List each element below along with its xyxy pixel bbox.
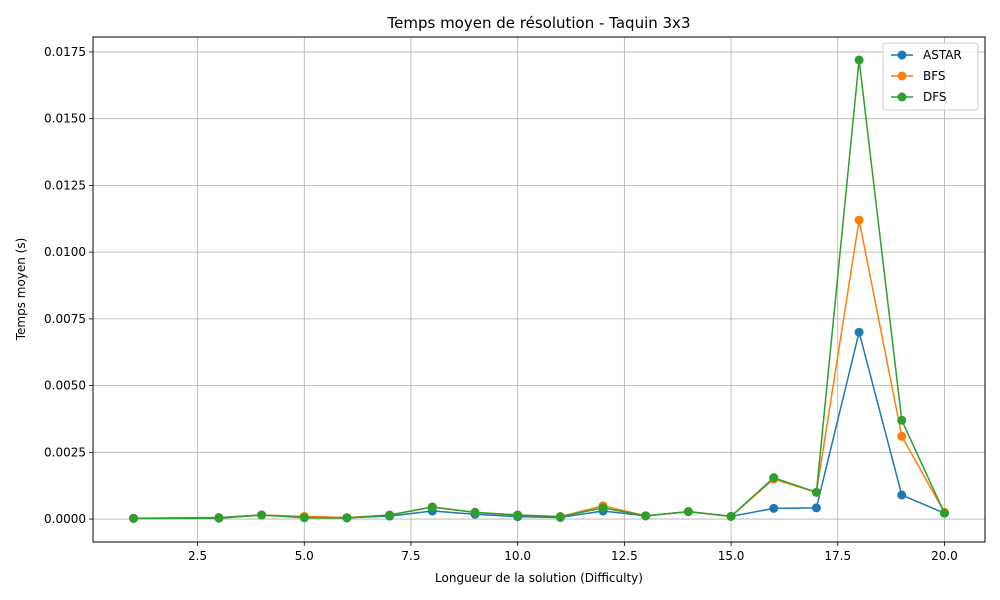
plot-area xyxy=(93,37,985,542)
data-point-bfs xyxy=(854,215,864,225)
data-point-dfs xyxy=(129,514,139,524)
y-tick-label: 0.0150 xyxy=(44,112,86,126)
y-tick-label: 0.0125 xyxy=(44,178,86,192)
data-point-astar xyxy=(811,503,821,513)
legend-marker-dfs xyxy=(897,92,907,102)
data-point-dfs xyxy=(683,507,693,517)
x-tick-label: 10.0 xyxy=(504,549,531,563)
chart-title: Temps moyen de résolution - Taquin 3x3 xyxy=(387,14,691,32)
data-point-dfs xyxy=(854,55,864,65)
data-point-dfs xyxy=(726,511,736,521)
data-point-dfs xyxy=(641,511,651,521)
data-point-dfs xyxy=(470,507,480,517)
x-tick-label: 17.5 xyxy=(824,549,851,563)
legend-marker-bfs xyxy=(897,71,907,81)
legend-marker-astar xyxy=(897,50,907,60)
x-tick-label: 20.0 xyxy=(931,549,958,563)
data-point-dfs xyxy=(214,513,224,523)
legend-box xyxy=(882,42,979,111)
y-tick-label: 0.0100 xyxy=(44,245,86,259)
legend-label-dfs: DFS xyxy=(923,90,947,104)
x-axis-title: Longueur de la solution (Difficulty) xyxy=(435,571,643,585)
data-point-astar xyxy=(854,327,864,337)
data-point-astar xyxy=(769,503,779,513)
x-tick-label: 15.0 xyxy=(718,549,745,563)
series-layer xyxy=(129,55,949,524)
y-axis: 0.0000 0.0025 0.0050 0.0075 0.0100 0.0125 0.01… xyxy=(44,45,93,526)
x-tick-label: 5.0 xyxy=(295,549,314,563)
y-tick-label: 0.0175 xyxy=(44,45,86,59)
data-point-dfs xyxy=(342,513,352,523)
data-point-dfs xyxy=(257,510,267,520)
legend-label-bfs: BFS xyxy=(923,69,946,83)
data-point-dfs xyxy=(811,487,821,497)
data-point-dfs xyxy=(939,508,949,518)
legend-label-astar: ASTAR xyxy=(923,48,962,62)
x-tick-label: 2.5 xyxy=(188,549,207,563)
plot-frame xyxy=(92,36,986,543)
data-point-dfs xyxy=(513,510,523,520)
x-axis: 2.5 5.0 7.5 10.0 12.5 15.0 17.5 20.0 xyxy=(188,542,958,563)
y-axis-title: Temps moyen (s) xyxy=(14,238,28,342)
data-point-dfs xyxy=(299,513,309,523)
data-point-dfs xyxy=(555,512,565,522)
x-tick-label: 12.5 xyxy=(611,549,638,563)
data-point-dfs xyxy=(385,510,395,520)
data-point-astar xyxy=(897,490,907,500)
series-dfs xyxy=(129,55,949,524)
data-point-dfs xyxy=(897,415,907,425)
data-point-dfs xyxy=(769,473,779,483)
data-point-dfs xyxy=(598,503,608,513)
x-tick-label: 7.5 xyxy=(401,549,420,563)
data-point-dfs xyxy=(427,502,437,512)
y-tick-label: 0.0000 xyxy=(44,512,86,526)
y-tick-label: 0.0075 xyxy=(44,312,86,326)
data-point-bfs xyxy=(897,431,907,441)
legend: ASTAR BFS DFS xyxy=(882,42,979,111)
y-tick-label: 0.0050 xyxy=(44,379,86,393)
y-tick-label: 0.0025 xyxy=(44,445,86,459)
grid xyxy=(93,37,985,542)
